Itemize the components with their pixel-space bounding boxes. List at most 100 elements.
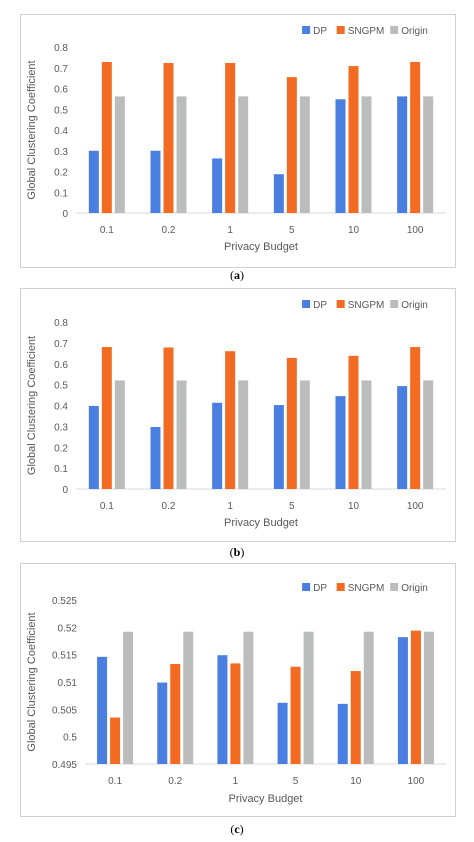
legend: DP SNGPM Origin xyxy=(302,583,428,594)
y-tick-label: 0.8 xyxy=(54,318,68,329)
bar-dp-0.1 xyxy=(88,150,99,213)
bar-sngpm-10 xyxy=(348,66,359,213)
y-tick-label: 0.3 xyxy=(54,147,68,158)
x-tick-label: 0.1 xyxy=(108,776,122,787)
legend-label-dp: DP xyxy=(313,26,327,37)
legend-swatch-origin xyxy=(390,300,399,308)
y-tick-label: 0.495 xyxy=(52,760,77,771)
legend-label-origin: Origin xyxy=(401,26,428,37)
bar-sngpm-0.2 xyxy=(163,62,174,213)
bar-dp-5 xyxy=(273,174,284,213)
bar-origin-100 xyxy=(423,96,434,213)
y-tick-label: 0.2 xyxy=(54,168,68,179)
legend-swatch-sngpm xyxy=(336,26,345,34)
x-tick-label: 10 xyxy=(350,776,362,787)
bar-sngpm-1 xyxy=(225,351,236,489)
bar-origin-0.2 xyxy=(183,631,194,764)
bar-origin-100 xyxy=(423,631,434,764)
bar-sngpm-100 xyxy=(410,630,421,764)
y-tick-label: 0.51 xyxy=(58,678,78,689)
caption-b-label: b xyxy=(233,545,241,559)
chart-c: 0.495 0.5 0.505 0.51 0.515 0.52 0.525 0.1 0.2 1 5 1… xyxy=(26,583,446,805)
bar-origin-0.1 xyxy=(114,380,125,489)
y-tick-label: 0.7 xyxy=(54,339,68,350)
bar-origin-10 xyxy=(361,380,372,489)
caption-b: (b) xyxy=(229,545,245,559)
bar-dp-5 xyxy=(277,702,288,764)
caption-c: (c) xyxy=(230,822,244,836)
bar-origin-10 xyxy=(361,96,372,213)
y-axis-label: Global Clustering Coefficient xyxy=(26,60,38,199)
x-tick-label: 100 xyxy=(408,776,425,787)
bar-origin-100 xyxy=(423,380,434,489)
bar-origin-0.1 xyxy=(123,631,134,764)
x-tick-label: 100 xyxy=(407,501,424,512)
bar-origin-5 xyxy=(303,631,314,764)
bar-origin-5 xyxy=(299,380,310,489)
bar-dp-0.2 xyxy=(150,150,161,213)
x-tick-label: 0.2 xyxy=(162,501,176,512)
bar-dp-10 xyxy=(337,703,348,764)
chart-a: 0 0.1 0.2 0.3 0.4 0.5 0.6 0.7 0.8 0.1 0.2 1 5 10 100 Pr… xyxy=(26,26,446,253)
y-tick-label: 0.1 xyxy=(54,464,68,475)
bar-dp-100 xyxy=(397,386,408,489)
chart-b: 0 0.1 0.2 0.3 0.4 0.5 0.6 0.7 0.8 0.1 0.2 1 5 10 100 Pr… xyxy=(26,300,446,529)
legend-label-dp: DP xyxy=(313,300,327,311)
y-tick-label: 0.5 xyxy=(54,381,68,392)
bar-dp-1 xyxy=(212,158,223,213)
legend-swatch-origin xyxy=(390,26,399,34)
bar-sngpm-5 xyxy=(286,357,297,489)
x-tick-label: 5 xyxy=(289,501,295,512)
bar-sngpm-0.1 xyxy=(101,347,112,489)
bar-sngpm-5 xyxy=(286,77,297,214)
bar-sngpm-0.1 xyxy=(110,717,121,764)
bar-origin-1 xyxy=(238,96,249,213)
bar-sngpm-10 xyxy=(350,671,361,764)
y-tick-label: 0.515 xyxy=(52,651,77,662)
y-tick-label: 0.52 xyxy=(58,623,78,634)
x-tick-label: 1 xyxy=(233,776,239,787)
x-tick-label: 5 xyxy=(293,776,299,787)
bar-dp-5 xyxy=(273,405,284,489)
x-tick-label: 0.1 xyxy=(100,501,114,512)
bar-origin-1 xyxy=(238,380,249,489)
legend-swatch-sngpm xyxy=(336,583,345,591)
y-tick-label: 0.5 xyxy=(54,105,68,116)
bar-origin-1 xyxy=(243,631,254,764)
bar-sngpm-5 xyxy=(290,666,301,764)
x-tick-label: 100 xyxy=(407,225,424,236)
y-tick-label: 0.4 xyxy=(54,402,68,413)
bar-sngpm-1 xyxy=(230,663,241,764)
x-tick-label: 0.2 xyxy=(162,225,176,236)
y-tick-label: 0 xyxy=(62,485,68,496)
y-tick-label: 0.6 xyxy=(54,360,68,371)
x-tick-label: 0.1 xyxy=(100,225,114,236)
chart-panel-c: 0.495 0.5 0.505 0.51 0.515 0.52 0.525 0.1 0.2 1 5 1… xyxy=(20,563,456,817)
x-axis-label: Privacy Budget xyxy=(224,517,298,529)
legend-swatch-origin xyxy=(390,583,399,591)
bar-dp-0.2 xyxy=(157,682,168,764)
bar-sngpm-10 xyxy=(348,355,359,489)
bar-dp-0.1 xyxy=(97,656,108,764)
bar-sngpm-1 xyxy=(225,62,236,213)
bar-dp-100 xyxy=(397,637,408,764)
bar-dp-1 xyxy=(217,655,228,764)
legend: DP SNGPM Origin xyxy=(302,300,428,311)
bar-sngpm-100 xyxy=(410,347,421,489)
legend-label-sngpm: SNGPM xyxy=(348,26,385,37)
legend-label-origin: Origin xyxy=(401,300,428,311)
legend-label-sngpm: SNGPM xyxy=(348,583,385,594)
x-tick-label: 0.2 xyxy=(168,776,182,787)
y-tick-label: 0.8 xyxy=(54,43,68,54)
y-tick-label: 0.1 xyxy=(54,188,68,199)
bar-sngpm-0.1 xyxy=(101,61,112,213)
x-axis-label: Privacy Budget xyxy=(229,793,303,805)
bar-origin-5 xyxy=(299,96,310,213)
legend-swatch-sngpm xyxy=(336,300,345,308)
y-tick-label: 0 xyxy=(62,209,68,220)
caption-c-label: c xyxy=(234,822,240,836)
bar-dp-10 xyxy=(335,99,346,213)
legend-swatch-dp xyxy=(302,26,311,34)
y-tick-label: 0.505 xyxy=(52,705,77,716)
y-tick-label: 0.7 xyxy=(54,64,68,75)
